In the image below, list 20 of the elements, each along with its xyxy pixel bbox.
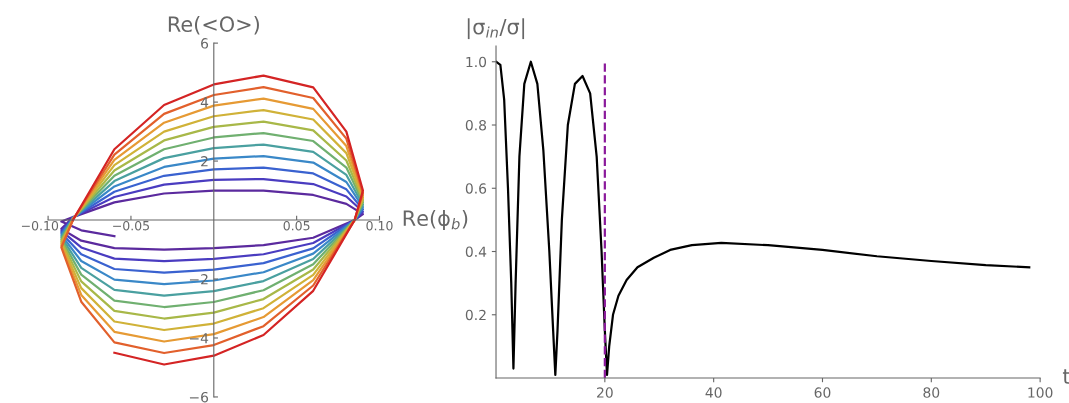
x-tick-label: 60 bbox=[814, 387, 831, 398]
y-axis-title: |σ$_{in}$/σ| bbox=[467, 18, 525, 40]
y-tick-label: 4 bbox=[200, 97, 209, 108]
x-tick-label: 0.05 bbox=[283, 220, 310, 231]
x-axis-title: Re(ϕ$_{b}$) bbox=[403, 209, 468, 231]
x-tick-label: 20 bbox=[597, 387, 613, 398]
x-tick-label: 0.10 bbox=[366, 220, 393, 231]
x-tick-label: 40 bbox=[705, 387, 722, 398]
y-tick-label: 0.8 bbox=[465, 119, 487, 131]
x-tick-label: −0.10 bbox=[21, 220, 59, 231]
y-tick-label: 0.4 bbox=[465, 246, 487, 257]
y-tick-label: 0.6 bbox=[465, 183, 487, 194]
x-tick-label: 80 bbox=[923, 387, 940, 398]
x-tick-label: 100 bbox=[1028, 387, 1053, 398]
x-tick-label: −0.05 bbox=[113, 220, 150, 231]
y-axis-title: Re(<O>) bbox=[168, 15, 259, 35]
y-tick-label: −6 bbox=[189, 391, 209, 403]
y-tick-label: 6 bbox=[201, 38, 209, 49]
y-tick-label: 0.2 bbox=[465, 309, 486, 321]
y-tick-label: 1.0 bbox=[466, 56, 487, 68]
